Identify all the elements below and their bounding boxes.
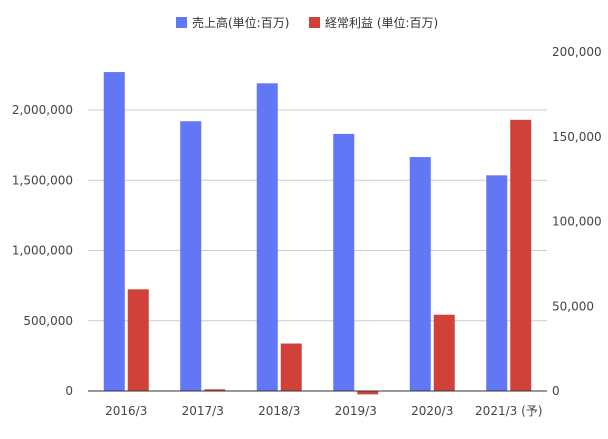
x-axis-tick-label: 2020/3: [411, 404, 453, 418]
left-axis-tick-label: 2,000,000: [12, 103, 73, 117]
right-axis-tick-label: 0: [552, 384, 560, 398]
bar-ordinary-profit: [510, 119, 532, 392]
bar-sales: [256, 83, 278, 392]
bar-ordinary-profit: [204, 389, 226, 391]
right-axis-tick-label: 150,000: [552, 130, 602, 144]
bars: [103, 72, 532, 395]
bar-sales: [103, 72, 125, 391]
bar-sales: [180, 121, 202, 392]
legend-swatch: [176, 17, 187, 28]
x-axis-tick-label: 2016/3: [105, 404, 147, 418]
left-axis-tick-label: 1,500,000: [12, 173, 73, 187]
gridlines: [88, 109, 547, 322]
bar-sales: [409, 157, 431, 391]
bar-ordinary-profit: [280, 343, 302, 391]
left-axis-ticks: 0 500,000 1,000,000 1,500,000 2,000,000: [12, 103, 73, 398]
x-axis-tick-label: 2017/3: [182, 404, 224, 418]
legend-label: 売上高(単位:百万): [192, 15, 289, 30]
legend-swatch: [309, 17, 320, 28]
legend-label: 経常利益 (単位:百万): [325, 15, 438, 30]
x-axis-ticks: 2016/3 2017/3 2018/3 2019/3 2020/3 2021/3 (予): [105, 404, 542, 418]
right-axis-tick-label: 100,000: [552, 215, 602, 229]
x-axis-tick-label: 2021/3 (予): [475, 404, 542, 418]
x-axis-tick-label: 2018/3: [258, 404, 300, 418]
right-axis-tick-label: 50,000: [552, 299, 594, 313]
bar-sales: [333, 133, 355, 391]
bar-ordinary-profit: [357, 391, 379, 395]
bar-ordinary-profit: [433, 314, 455, 391]
left-axis-tick-label: 1,000,000: [12, 244, 73, 258]
left-axis-tick-label: 0: [65, 384, 73, 398]
right-axis-ticks: 0 50,000 100,000 150,000 200,000: [552, 45, 602, 398]
bar-sales: [486, 175, 508, 391]
bar-ordinary-profit: [127, 289, 149, 391]
x-axis-tick-label: 2019/3: [335, 404, 377, 418]
left-axis-tick-label: 500,000: [23, 314, 73, 328]
chart-legend: 売上高(単位:百万) 経常利益 (単位:百万): [176, 15, 438, 30]
right-axis-tick-label: 200,000: [552, 45, 602, 59]
